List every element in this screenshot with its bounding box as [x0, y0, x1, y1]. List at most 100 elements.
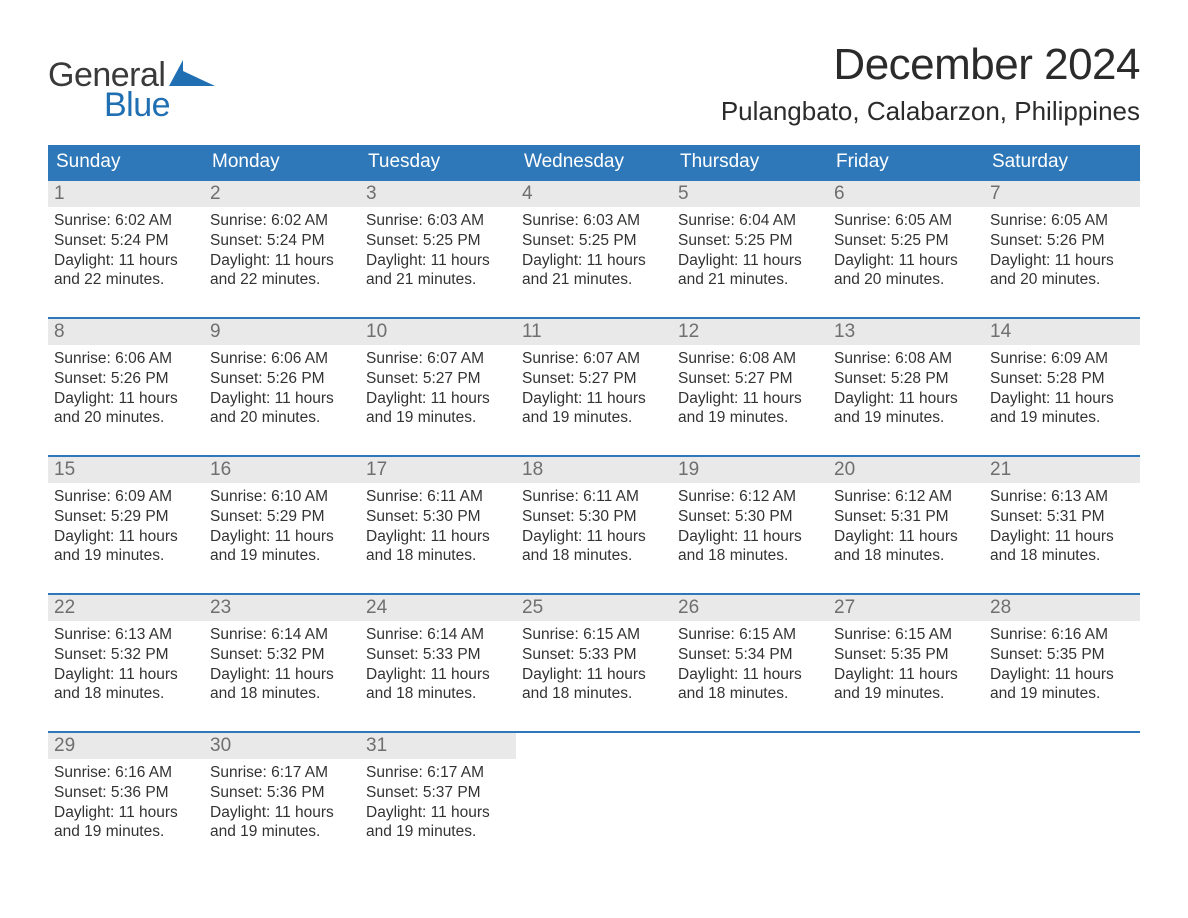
day-details: Sunrise: 6:13 AMSunset: 5:32 PMDaylight:…: [48, 621, 204, 708]
day-details: Sunrise: 6:09 AMSunset: 5:28 PMDaylight:…: [984, 345, 1140, 432]
day-number: 16: [204, 457, 360, 483]
day-number: 6: [828, 181, 984, 207]
day-number: 1: [48, 181, 204, 207]
calendar-day-cell: 29Sunrise: 6:16 AMSunset: 5:36 PMDayligh…: [48, 733, 204, 851]
brand-mark-icon: [169, 60, 215, 86]
calendar-day-cell: 5Sunrise: 6:04 AMSunset: 5:25 PMDaylight…: [672, 181, 828, 299]
calendar-day-cell: 22Sunrise: 6:13 AMSunset: 5:32 PMDayligh…: [48, 595, 204, 713]
calendar-day-cell: 31Sunrise: 6:17 AMSunset: 5:37 PMDayligh…: [360, 733, 516, 851]
day-details: Sunrise: 6:06 AMSunset: 5:26 PMDaylight:…: [48, 345, 204, 432]
day-number: 9: [204, 319, 360, 345]
day-number: 24: [360, 595, 516, 621]
day-number: 2: [204, 181, 360, 207]
day-details: Sunrise: 6:12 AMSunset: 5:30 PMDaylight:…: [672, 483, 828, 570]
day-details: Sunrise: 6:10 AMSunset: 5:29 PMDaylight:…: [204, 483, 360, 570]
page-title: December 2024: [721, 40, 1140, 90]
day-number: 28: [984, 595, 1140, 621]
calendar-week-row: 1Sunrise: 6:02 AMSunset: 5:24 PMDaylight…: [48, 179, 1140, 299]
day-details: Sunrise: 6:07 AMSunset: 5:27 PMDaylight:…: [516, 345, 672, 432]
weekday-header: Monday: [204, 145, 360, 179]
day-details: Sunrise: 6:02 AMSunset: 5:24 PMDaylight:…: [204, 207, 360, 294]
calendar-day-empty: [984, 733, 1140, 851]
day-details: Sunrise: 6:12 AMSunset: 5:31 PMDaylight:…: [828, 483, 984, 570]
day-number: 7: [984, 181, 1140, 207]
day-details: Sunrise: 6:08 AMSunset: 5:28 PMDaylight:…: [828, 345, 984, 432]
day-number: 26: [672, 595, 828, 621]
calendar-day-cell: 23Sunrise: 6:14 AMSunset: 5:32 PMDayligh…: [204, 595, 360, 713]
day-number: 13: [828, 319, 984, 345]
calendar-week-row: 29Sunrise: 6:16 AMSunset: 5:36 PMDayligh…: [48, 731, 1140, 851]
calendar-day-cell: 15Sunrise: 6:09 AMSunset: 5:29 PMDayligh…: [48, 457, 204, 575]
day-number: 21: [984, 457, 1140, 483]
calendar-day-cell: 13Sunrise: 6:08 AMSunset: 5:28 PMDayligh…: [828, 319, 984, 437]
calendar-day-cell: 4Sunrise: 6:03 AMSunset: 5:25 PMDaylight…: [516, 181, 672, 299]
day-details: Sunrise: 6:07 AMSunset: 5:27 PMDaylight:…: [360, 345, 516, 432]
day-details: Sunrise: 6:16 AMSunset: 5:35 PMDaylight:…: [984, 621, 1140, 708]
calendar-day-cell: 26Sunrise: 6:15 AMSunset: 5:34 PMDayligh…: [672, 595, 828, 713]
calendar-week-row: 8Sunrise: 6:06 AMSunset: 5:26 PMDaylight…: [48, 317, 1140, 437]
day-details: Sunrise: 6:08 AMSunset: 5:27 PMDaylight:…: [672, 345, 828, 432]
day-number: 11: [516, 319, 672, 345]
brand-word2: Blue: [104, 88, 215, 122]
day-details: Sunrise: 6:05 AMSunset: 5:26 PMDaylight:…: [984, 207, 1140, 294]
day-number: 4: [516, 181, 672, 207]
calendar-day-cell: 24Sunrise: 6:14 AMSunset: 5:33 PMDayligh…: [360, 595, 516, 713]
weekday-header-row: Sunday Monday Tuesday Wednesday Thursday…: [48, 145, 1140, 179]
day-number: 15: [48, 457, 204, 483]
calendar-day-cell: 6Sunrise: 6:05 AMSunset: 5:25 PMDaylight…: [828, 181, 984, 299]
day-number: 3: [360, 181, 516, 207]
day-details: Sunrise: 6:14 AMSunset: 5:33 PMDaylight:…: [360, 621, 516, 708]
day-number: 17: [360, 457, 516, 483]
calendar-day-cell: 14Sunrise: 6:09 AMSunset: 5:28 PMDayligh…: [984, 319, 1140, 437]
weekday-header: Tuesday: [360, 145, 516, 179]
day-details: Sunrise: 6:03 AMSunset: 5:25 PMDaylight:…: [360, 207, 516, 294]
calendar-day-cell: 20Sunrise: 6:12 AMSunset: 5:31 PMDayligh…: [828, 457, 984, 575]
weekday-header: Thursday: [672, 145, 828, 179]
day-details: Sunrise: 6:09 AMSunset: 5:29 PMDaylight:…: [48, 483, 204, 570]
calendar-day-cell: 11Sunrise: 6:07 AMSunset: 5:27 PMDayligh…: [516, 319, 672, 437]
day-details: Sunrise: 6:17 AMSunset: 5:37 PMDaylight:…: [360, 759, 516, 846]
day-details: Sunrise: 6:15 AMSunset: 5:34 PMDaylight:…: [672, 621, 828, 708]
calendar-day-cell: 16Sunrise: 6:10 AMSunset: 5:29 PMDayligh…: [204, 457, 360, 575]
day-number: 30: [204, 733, 360, 759]
day-details: Sunrise: 6:02 AMSunset: 5:24 PMDaylight:…: [48, 207, 204, 294]
brand-logo: General Blue: [48, 58, 215, 122]
calendar-day-cell: 10Sunrise: 6:07 AMSunset: 5:27 PMDayligh…: [360, 319, 516, 437]
day-number: 29: [48, 733, 204, 759]
calendar-day-cell: 30Sunrise: 6:17 AMSunset: 5:36 PMDayligh…: [204, 733, 360, 851]
day-details: Sunrise: 6:13 AMSunset: 5:31 PMDaylight:…: [984, 483, 1140, 570]
calendar-day-cell: 3Sunrise: 6:03 AMSunset: 5:25 PMDaylight…: [360, 181, 516, 299]
calendar-day-cell: 12Sunrise: 6:08 AMSunset: 5:27 PMDayligh…: [672, 319, 828, 437]
day-details: Sunrise: 6:11 AMSunset: 5:30 PMDaylight:…: [360, 483, 516, 570]
day-details: Sunrise: 6:14 AMSunset: 5:32 PMDaylight:…: [204, 621, 360, 708]
day-number: 18: [516, 457, 672, 483]
location-subtitle: Pulangbato, Calabarzon, Philippines: [721, 96, 1140, 127]
calendar-day-cell: 9Sunrise: 6:06 AMSunset: 5:26 PMDaylight…: [204, 319, 360, 437]
day-details: Sunrise: 6:06 AMSunset: 5:26 PMDaylight:…: [204, 345, 360, 432]
calendar-day-empty: [672, 733, 828, 851]
calendar-day-cell: 7Sunrise: 6:05 AMSunset: 5:26 PMDaylight…: [984, 181, 1140, 299]
calendar-table: Sunday Monday Tuesday Wednesday Thursday…: [48, 145, 1140, 851]
day-details: Sunrise: 6:03 AMSunset: 5:25 PMDaylight:…: [516, 207, 672, 294]
day-number: 20: [828, 457, 984, 483]
weekday-header: Wednesday: [516, 145, 672, 179]
calendar-day-cell: 1Sunrise: 6:02 AMSunset: 5:24 PMDaylight…: [48, 181, 204, 299]
calendar-day-cell: 28Sunrise: 6:16 AMSunset: 5:35 PMDayligh…: [984, 595, 1140, 713]
day-number: 22: [48, 595, 204, 621]
calendar-day-cell: 8Sunrise: 6:06 AMSunset: 5:26 PMDaylight…: [48, 319, 204, 437]
header-region: General Blue December 2024 Pulangbato, C…: [48, 40, 1140, 127]
weekday-header: Saturday: [984, 145, 1140, 179]
day-number: 25: [516, 595, 672, 621]
day-details: Sunrise: 6:05 AMSunset: 5:25 PMDaylight:…: [828, 207, 984, 294]
weekday-header: Sunday: [48, 145, 204, 179]
calendar-day-empty: [828, 733, 984, 851]
calendar-day-cell: 21Sunrise: 6:13 AMSunset: 5:31 PMDayligh…: [984, 457, 1140, 575]
day-number: 5: [672, 181, 828, 207]
calendar-day-cell: 27Sunrise: 6:15 AMSunset: 5:35 PMDayligh…: [828, 595, 984, 713]
day-number: 10: [360, 319, 516, 345]
day-details: Sunrise: 6:11 AMSunset: 5:30 PMDaylight:…: [516, 483, 672, 570]
calendar-day-cell: 19Sunrise: 6:12 AMSunset: 5:30 PMDayligh…: [672, 457, 828, 575]
day-details: Sunrise: 6:16 AMSunset: 5:36 PMDaylight:…: [48, 759, 204, 846]
calendar-week-row: 15Sunrise: 6:09 AMSunset: 5:29 PMDayligh…: [48, 455, 1140, 575]
day-details: Sunrise: 6:04 AMSunset: 5:25 PMDaylight:…: [672, 207, 828, 294]
